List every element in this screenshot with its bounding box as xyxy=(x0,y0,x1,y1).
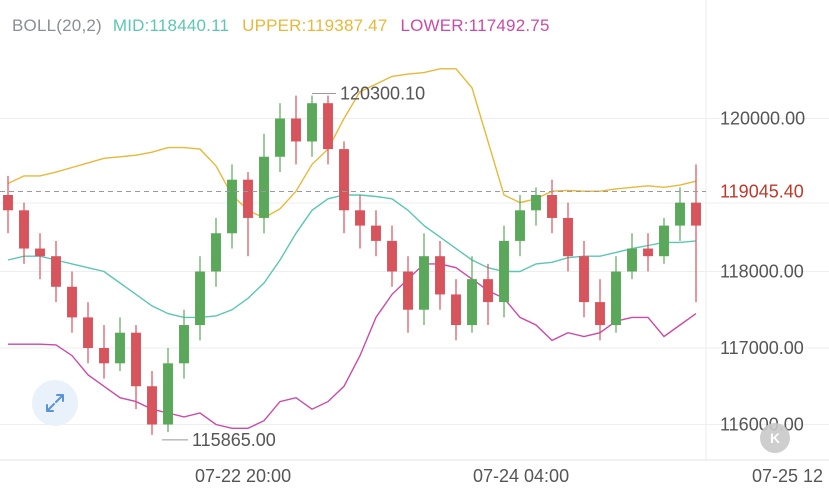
candle-down[interactable] xyxy=(339,149,349,211)
price-axis-label: 118000.00 xyxy=(720,262,804,282)
time-axis-label: 07-24 04:00 xyxy=(473,466,569,486)
boll-mid-line xyxy=(7,194,697,319)
candle-down[interactable] xyxy=(355,210,365,226)
candle-up[interactable] xyxy=(275,118,285,157)
candle-down[interactable] xyxy=(387,240,397,272)
candle-down[interactable] xyxy=(643,248,653,257)
candle-down[interactable] xyxy=(323,103,333,150)
candle-up[interactable] xyxy=(499,240,509,303)
low-price-marker: 115865.00 xyxy=(192,430,276,450)
candle-up[interactable] xyxy=(675,202,685,226)
candle-up[interactable] xyxy=(467,279,477,326)
candle-down[interactable] xyxy=(563,217,573,257)
high-price-marker: 120300.10 xyxy=(340,84,425,104)
candle-up[interactable] xyxy=(611,271,621,326)
candle-up[interactable] xyxy=(211,233,221,272)
boll-upper-line xyxy=(7,68,697,219)
legend-lower: LOWER:117492.75 xyxy=(400,16,550,35)
candle-down[interactable] xyxy=(51,256,61,287)
price-axis-label: 117000.00 xyxy=(720,338,804,358)
legend-upper: UPPER:119387.47 xyxy=(242,16,388,35)
time-axis-label: 07-25 12 xyxy=(752,466,823,486)
boll-lower-line xyxy=(8,263,697,429)
candle-up[interactable] xyxy=(627,248,637,272)
candle-down[interactable] xyxy=(547,195,557,218)
price-axis-label: 120000.00 xyxy=(720,109,805,129)
candle-up[interactable] xyxy=(179,325,189,364)
candle-down[interactable] xyxy=(291,118,301,142)
candle-down[interactable] xyxy=(403,271,413,310)
candle-down[interactable] xyxy=(19,210,29,249)
candle-down[interactable] xyxy=(3,195,13,211)
legend-indicator: BOLL(20,2) xyxy=(12,16,102,35)
candle-down[interactable] xyxy=(435,256,445,295)
candle-down[interactable] xyxy=(595,302,605,326)
candle-down[interactable] xyxy=(451,294,461,326)
candle-up[interactable] xyxy=(115,332,125,364)
expand-button[interactable] xyxy=(32,380,78,426)
candle-up[interactable] xyxy=(531,195,541,211)
candle-up[interactable] xyxy=(227,179,237,234)
candle-down[interactable] xyxy=(243,179,253,218)
candle-down[interactable] xyxy=(35,248,45,257)
candle-down[interactable] xyxy=(691,202,701,226)
candle-up[interactable] xyxy=(515,210,525,241)
kline-toggle-button[interactable]: K xyxy=(760,423,790,453)
candle-up[interactable] xyxy=(307,103,317,142)
candle-up[interactable] xyxy=(259,156,269,218)
kline-toggle-label: K xyxy=(769,430,781,446)
candle-down[interactable] xyxy=(99,348,109,364)
candle-down[interactable] xyxy=(67,286,77,318)
boll-legend: BOLL(20,2) MID:118440.11 UPPER:119387.47… xyxy=(12,16,558,36)
candle-down[interactable] xyxy=(483,279,493,303)
expand-icon xyxy=(46,394,64,412)
candle-down[interactable] xyxy=(579,256,589,303)
candle-up[interactable] xyxy=(195,271,205,326)
candle-down[interactable] xyxy=(371,225,381,241)
candle-down[interactable] xyxy=(147,386,157,425)
candle-down[interactable] xyxy=(131,332,141,387)
candle-up[interactable] xyxy=(419,256,429,310)
legend-mid: MID:118440.11 xyxy=(112,16,230,35)
candle-up[interactable] xyxy=(659,225,669,257)
current-price-label: 119045.40 xyxy=(720,182,804,202)
candle-up[interactable] xyxy=(163,363,173,425)
time-axis-label: 07-22 20:00 xyxy=(195,466,291,486)
candle-down[interactable] xyxy=(83,317,93,348)
